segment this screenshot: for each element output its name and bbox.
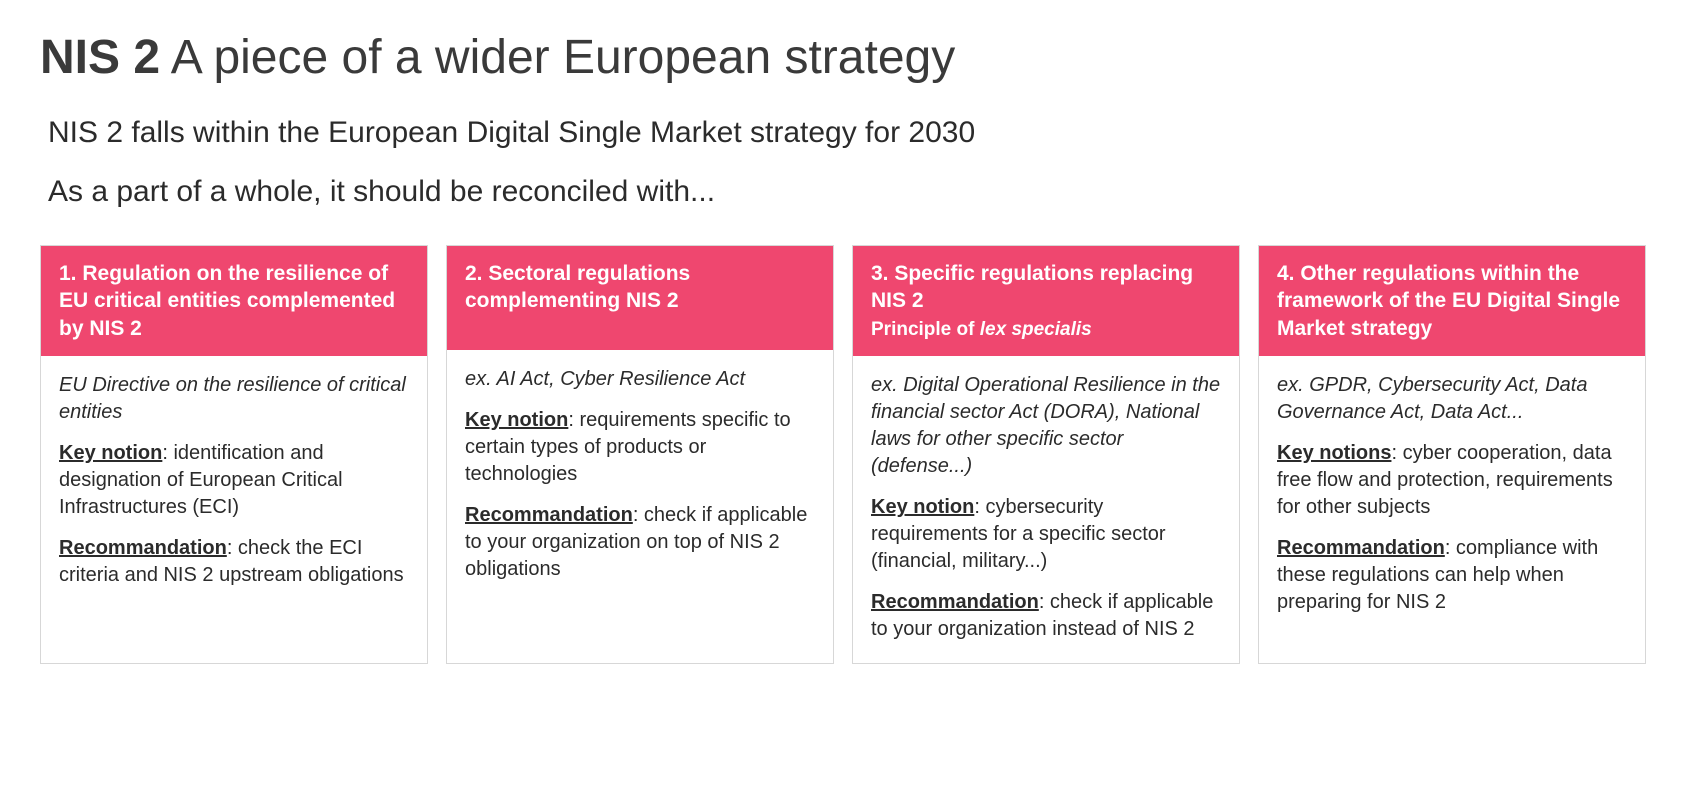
card-2-body: ex. AI Act, Cyber Resilience Act Key not…	[447, 350, 833, 603]
card-4: 4. Other regulations within the framewor…	[1258, 245, 1646, 664]
card-2-header: 2. Sectoral regulations complementing NI…	[447, 246, 833, 350]
card-3-header-main: 3. Specific regulations replacing NIS 2	[871, 262, 1193, 312]
card-4-key: Key notions: cyber cooperation, data fre…	[1277, 440, 1627, 521]
card-1-body: EU Directive on the resilience of critic…	[41, 356, 427, 609]
card-4-key-label: Key notions	[1277, 442, 1391, 464]
card-3-key-label: Key notion	[871, 496, 974, 518]
card-1: 1. Regulation on the resilience of EU cr…	[40, 245, 428, 664]
card-1-header-main: 1. Regulation on the resilience of EU cr…	[59, 262, 395, 340]
card-3-example: ex. Digital Operational Resilience in th…	[871, 372, 1221, 480]
card-4-header: 4. Other regulations within the framewor…	[1259, 246, 1645, 356]
card-2-rec: Recommandation: check if applicable to y…	[465, 502, 815, 583]
title-rest: A piece of a wider European strategy	[160, 31, 955, 84]
card-3-header-sub-prefix: Principle of	[871, 319, 980, 340]
card-2-rec-label: Recommandation	[465, 504, 633, 526]
card-3-header-sub: Principle of lex specialis	[871, 319, 1092, 340]
subtitle-1: NIS 2 falls within the European Digital …	[40, 113, 1646, 152]
card-3: 3. Specific regulations replacing NIS 2 …	[852, 245, 1240, 664]
card-1-key: Key notion: identification and designati…	[59, 440, 409, 521]
card-2: 2. Sectoral regulations complementing NI…	[446, 245, 834, 664]
card-1-rec: Recommandation: check the ECI criteria a…	[59, 535, 409, 589]
subtitle-2: As a part of a whole, it should be recon…	[40, 172, 1646, 211]
card-3-rec: Recommandation: check if applicable to y…	[871, 589, 1221, 643]
card-3-body: ex. Digital Operational Resilience in th…	[853, 356, 1239, 663]
card-1-header: 1. Regulation on the resilience of EU cr…	[41, 246, 427, 356]
card-4-rec-label: Recommandation	[1277, 537, 1445, 559]
card-1-example: EU Directive on the resilience of critic…	[59, 372, 409, 426]
card-3-key: Key notion: cybersecurity requirements f…	[871, 494, 1221, 575]
card-1-rec-label: Recommandation	[59, 537, 227, 559]
cards-row: 1. Regulation on the resilience of EU cr…	[40, 245, 1646, 664]
card-4-rec: Recommandation: compliance with these re…	[1277, 535, 1627, 616]
card-2-header-main: 2. Sectoral regulations complementing NI…	[465, 262, 690, 312]
card-3-header: 3. Specific regulations replacing NIS 2 …	[853, 246, 1239, 356]
card-3-rec-label: Recommandation	[871, 591, 1039, 613]
card-1-key-label: Key notion	[59, 442, 162, 464]
card-3-header-sub-italic: lex specialis	[980, 319, 1092, 340]
card-2-example: ex. AI Act, Cyber Resilience Act	[465, 366, 815, 393]
card-4-example: ex. GPDR, Cybersecurity Act, Data Govern…	[1277, 372, 1627, 426]
title-bold: NIS 2	[40, 31, 160, 84]
card-4-header-main: 4. Other regulations within the framewor…	[1277, 262, 1620, 340]
card-4-body: ex. GPDR, Cybersecurity Act, Data Govern…	[1259, 356, 1645, 636]
card-2-key: Key notion: requirements specific to cer…	[465, 407, 815, 488]
card-2-key-label: Key notion	[465, 409, 568, 431]
page-title: NIS 2 A piece of a wider European strate…	[40, 30, 1646, 85]
